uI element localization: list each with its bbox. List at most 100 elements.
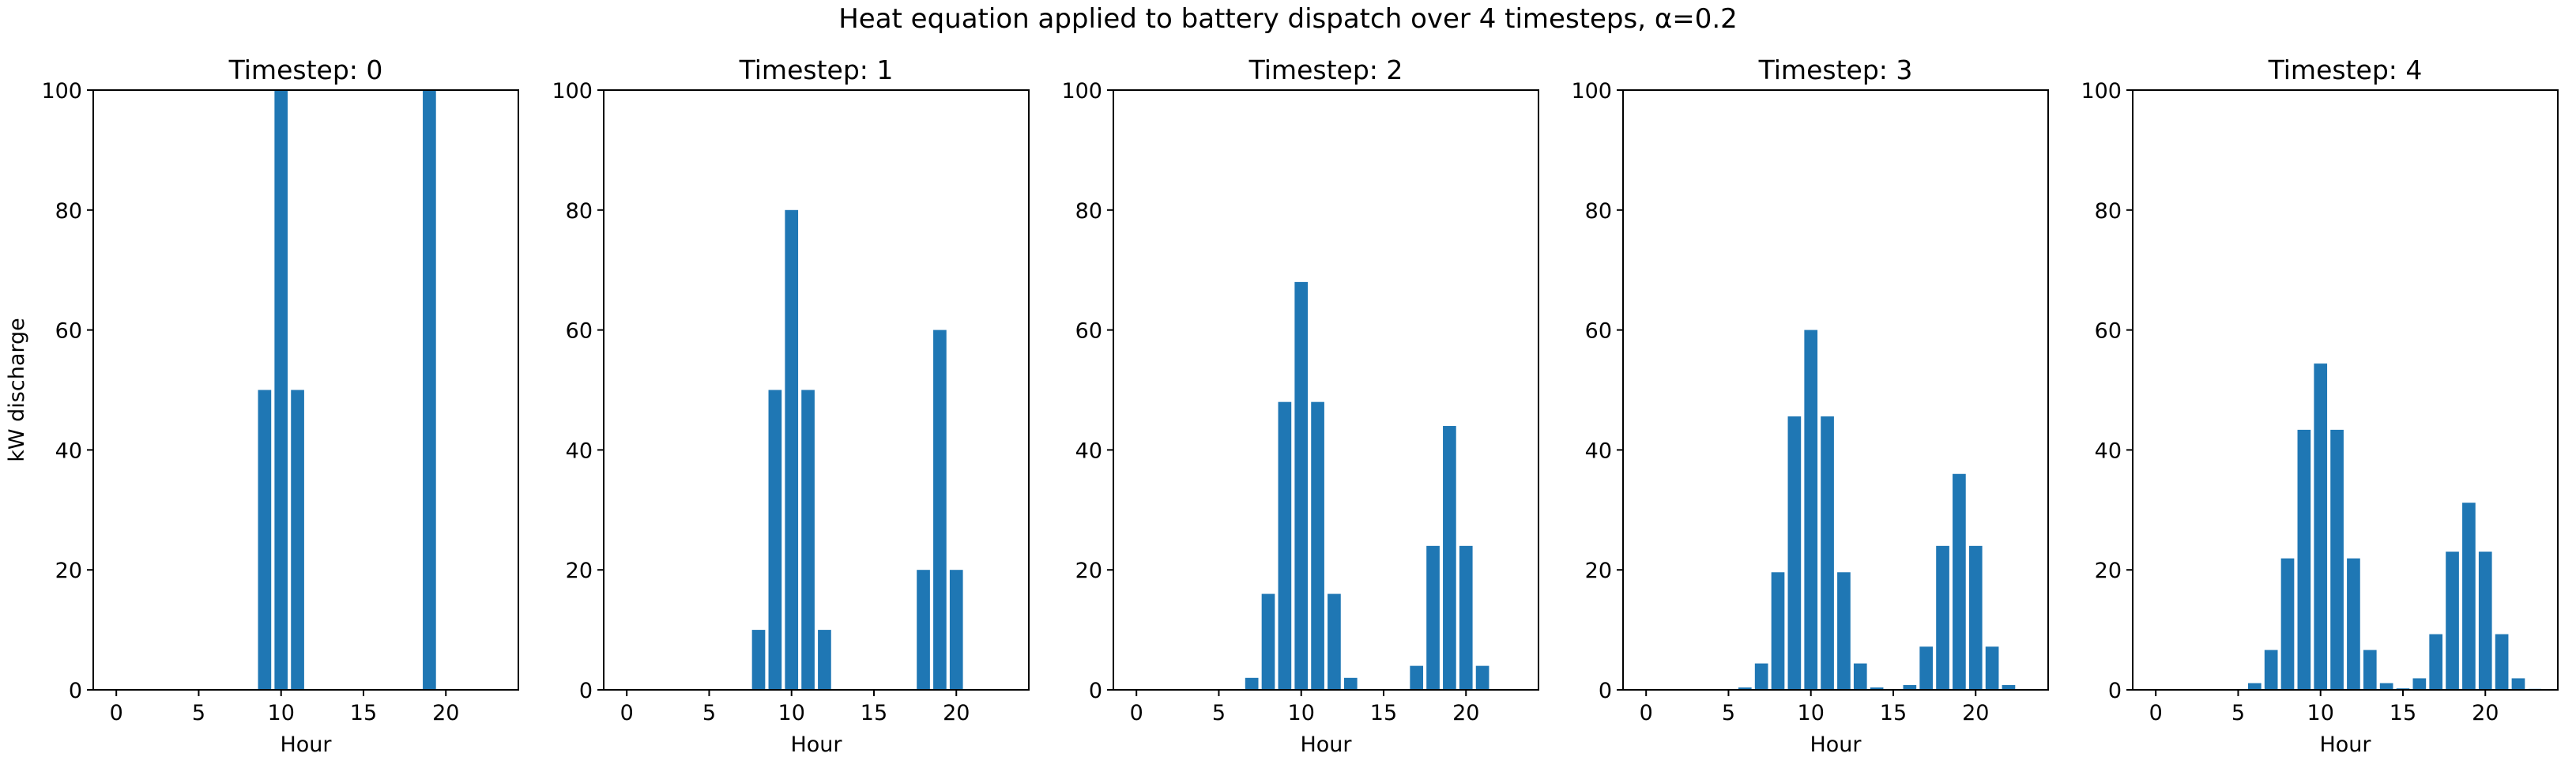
bar xyxy=(1343,677,1358,690)
x-tick-label: 15 xyxy=(350,701,377,725)
y-tick-label: 20 xyxy=(566,559,593,583)
bar xyxy=(2429,634,2443,690)
subplot-title: Timestep: 2 xyxy=(1248,55,1403,85)
subplot-0: 0 5 10 15 20 0 20 40 60 80 100 Timestep: 0 Hour kW di… xyxy=(5,55,519,757)
bar xyxy=(801,390,815,690)
bar xyxy=(291,390,304,690)
x-tick-label: 0 xyxy=(620,701,634,725)
bar xyxy=(1953,473,1966,690)
x-tick-label: 10 xyxy=(1288,701,1315,725)
y-tick-label: 100 xyxy=(2081,79,2122,104)
y-tick-label: 20 xyxy=(55,559,82,583)
y-tick-label: 0 xyxy=(2108,679,2122,703)
bar xyxy=(1985,646,1999,690)
x-tick-label: 5 xyxy=(1212,701,1226,725)
y-tick-label: 0 xyxy=(1599,679,1612,703)
x-tick-label: 0 xyxy=(1130,701,1143,725)
x-tick-label: 0 xyxy=(2149,701,2163,725)
x-tick-label: 20 xyxy=(1452,701,1479,725)
bar xyxy=(785,209,799,690)
axes-frame xyxy=(1622,89,2049,691)
bar xyxy=(2347,558,2360,690)
y-tick-label: 40 xyxy=(2095,439,2122,463)
x-tick-label: 10 xyxy=(2307,701,2334,725)
x-axis-label: Hour xyxy=(280,733,332,757)
y-tick-label: 80 xyxy=(1075,199,1102,224)
axes-frame xyxy=(2132,89,2559,691)
subplot-title: Timestep: 4 xyxy=(2268,55,2423,85)
y-tick-label: 80 xyxy=(2095,199,2122,224)
bar xyxy=(1443,426,1456,690)
bar xyxy=(1410,665,1424,690)
bar xyxy=(2002,684,2016,690)
bar xyxy=(1459,545,1473,690)
bar xyxy=(2511,678,2525,690)
x-tick-label: 20 xyxy=(943,701,970,725)
x-tick-label: 10 xyxy=(778,701,805,725)
x-axis-label: Hour xyxy=(790,733,842,757)
axes-frame xyxy=(603,89,1030,691)
y-tick-label: 40 xyxy=(1075,439,1102,463)
x-tick-label: 15 xyxy=(861,701,887,725)
y-tick-label: 100 xyxy=(552,79,593,104)
x-tick-label: 15 xyxy=(1880,701,1907,725)
x-tick-label: 15 xyxy=(1370,701,1397,725)
subplot-title: Timestep: 3 xyxy=(1758,55,1913,85)
bar xyxy=(2412,678,2427,690)
figure-suptitle: Heat equation applied to battery dispatc… xyxy=(838,3,1738,35)
bar xyxy=(1245,677,1259,690)
bar xyxy=(1853,663,1867,690)
x-tick-label: 0 xyxy=(1640,701,1653,725)
x-tick-label: 5 xyxy=(1722,701,1735,725)
bar xyxy=(2363,650,2377,690)
bar xyxy=(1919,646,1934,690)
x-axis-label: Hour xyxy=(1810,733,1862,757)
bar xyxy=(1870,687,1884,690)
bar xyxy=(258,390,272,690)
bar xyxy=(2247,683,2262,690)
y-axis-label: kW discharge xyxy=(5,318,29,462)
bar xyxy=(1903,684,1917,690)
bar xyxy=(1837,572,1851,690)
x-tick-label: 20 xyxy=(2472,701,2499,725)
x-tick-label: 15 xyxy=(2390,701,2416,725)
y-tick-label: 40 xyxy=(1585,439,1612,463)
bar xyxy=(274,90,288,690)
y-tick-label: 60 xyxy=(1585,319,1612,344)
x-tick-label: 10 xyxy=(1798,701,1825,725)
y-tick-label: 40 xyxy=(566,439,593,463)
bar xyxy=(1771,572,1785,690)
subplot-3: 0 5 10 15 20 0 20 40 60 80 100 Timestep: 3 Hour xyxy=(1571,55,2049,757)
bar xyxy=(2264,650,2278,690)
bar xyxy=(2462,503,2476,690)
x-tick-label: 0 xyxy=(110,701,123,725)
y-tick-label: 100 xyxy=(1571,79,1612,104)
bar xyxy=(1426,545,1440,690)
bar xyxy=(917,570,930,690)
y-tick-label: 80 xyxy=(566,199,593,224)
bar xyxy=(2297,429,2311,690)
bar xyxy=(1787,416,1802,690)
y-tick-label: 100 xyxy=(41,79,82,104)
axes-frame xyxy=(92,89,519,691)
y-tick-label: 60 xyxy=(2095,319,2122,344)
x-axis-label: Hour xyxy=(1300,733,1352,757)
y-tick-label: 40 xyxy=(55,439,82,463)
bar xyxy=(1294,281,1309,690)
subplot-4: 0 5 10 15 20 0 20 40 60 80 100 Timestep: 4 Hour xyxy=(2081,55,2559,757)
bar xyxy=(2314,363,2328,690)
y-tick-label: 60 xyxy=(55,319,82,344)
bar xyxy=(1821,416,1834,690)
bar xyxy=(1804,330,1818,690)
x-tick-label: 10 xyxy=(268,701,295,725)
axes-frame xyxy=(1113,89,1539,691)
bar xyxy=(1738,687,1752,690)
bar xyxy=(1261,593,1275,690)
subplot-title: Timestep: 0 xyxy=(228,55,383,85)
y-tick-label: 0 xyxy=(69,679,82,703)
bar xyxy=(2379,683,2393,690)
bar xyxy=(1968,545,1983,690)
bar xyxy=(1311,401,1324,690)
